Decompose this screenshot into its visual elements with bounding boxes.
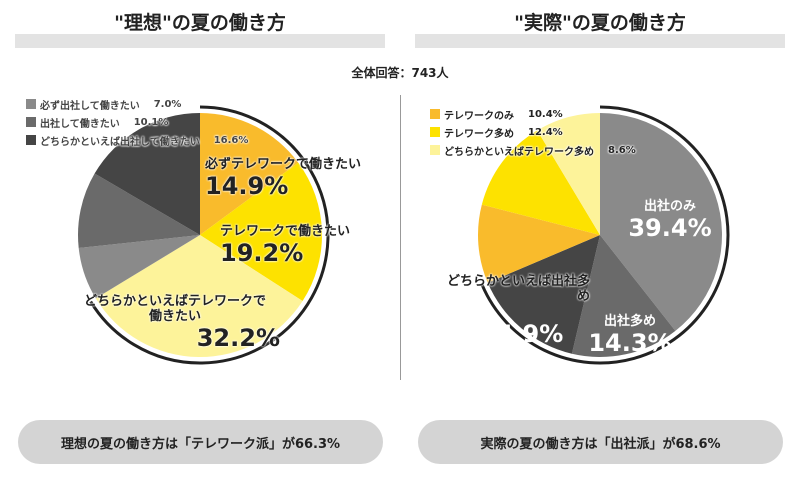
slice-name: 出社のみ [643, 199, 696, 214]
legend-value: 10.1% [133, 116, 169, 128]
pie-slice [200, 113, 299, 235]
pie-slice [95, 235, 303, 357]
legend-item: テレワーク多め 12.4% [430, 124, 563, 140]
slice-name: どちらかといえば出社多め [446, 274, 590, 304]
slice-name: テレワークで働きたい [220, 224, 351, 239]
legend-item: 出社して働きたい 10.1% [26, 114, 168, 130]
right-summary: 実際の夏の働き方は「出社派」が68.6% [418, 420, 783, 464]
group-outline-arc [480, 105, 730, 365]
slice-label: 出社のみ 39.4% [625, 199, 715, 243]
legend-value: 8.6% [608, 144, 636, 156]
pie-slice [78, 173, 200, 249]
slice-value: 32.2% [196, 323, 280, 352]
slice-label: どちらかといえば出社多め 14.9% [440, 274, 600, 348]
slice-value: 19.2% [220, 238, 304, 267]
legend-value: 7.0% [153, 98, 182, 110]
left-title-bar [15, 34, 385, 48]
legend-swatch [26, 117, 36, 127]
legend-value: 16.6% [213, 134, 249, 146]
slice-label: どちらかといえばテレワークで働きたい 32.2% [80, 294, 280, 352]
slice-name: どちらかといえばテレワークで働きたい [83, 294, 266, 324]
pie-slice [481, 130, 600, 235]
slice-label: テレワークで働きたい 19.2% [220, 224, 390, 268]
legend-label: テレワーク多め [444, 128, 514, 140]
legend-swatch [430, 127, 440, 137]
slice-value: 39.4% [628, 213, 712, 242]
slice-value: 14.9% [205, 171, 289, 200]
legend-swatch [430, 109, 440, 119]
pie-slice [600, 113, 722, 331]
legend-item: どちらかといえばテレワーク多め 8.6% [430, 142, 636, 158]
legend-swatch [430, 145, 440, 155]
left-summary: 理想の夏の働き方は「テレワーク派」が66.3% [18, 420, 383, 464]
right-title-bar [415, 34, 785, 48]
left-chart-title: "理想"の夏の働き方 [114, 12, 286, 34]
pie-slice [78, 235, 200, 299]
legend-value: 12.4% [528, 126, 563, 138]
slice-label: 必ずテレワークで働きたい 14.9% [205, 157, 415, 201]
total-respondents: 全体回答：743人 [351, 66, 449, 80]
legend-label: どちらかといえば出社して働きたい [40, 136, 200, 148]
legend-item: テレワークのみ 10.4% [430, 106, 563, 122]
right-chart-title: "実際"の夏の働き方 [514, 12, 686, 34]
pie-slice [200, 162, 322, 302]
legend-label: どちらかといえばテレワーク多め [444, 146, 594, 158]
slice-value: 14.3% [588, 328, 672, 357]
pie-slice [537, 113, 600, 235]
slice-label: 出社多め 14.3% [585, 314, 675, 358]
slice-value: 14.9% [480, 319, 564, 348]
legend-value: 10.4% [528, 108, 563, 120]
pie-slice [487, 235, 600, 354]
legend-label: 出社して働きたい [40, 118, 120, 130]
pie-slice [94, 113, 200, 235]
pie-slice [571, 235, 676, 357]
slice-name: 必ずテレワークで働きたい [205, 157, 362, 172]
pie-slice [478, 204, 600, 283]
slice-name: 出社多め [603, 314, 656, 329]
legend-label: テレワークのみ [444, 110, 514, 122]
legend-swatch [26, 99, 36, 109]
legend-swatch [26, 135, 36, 145]
group-outline-arc [89, 105, 330, 365]
legend-item: 必ず出社して働きたい 7.0% [26, 96, 181, 112]
legend-item: どちらかといえば出社して働きたい 16.6% [26, 132, 248, 148]
divider [400, 95, 401, 380]
legend-label: 必ず出社して働きたい [40, 100, 140, 112]
